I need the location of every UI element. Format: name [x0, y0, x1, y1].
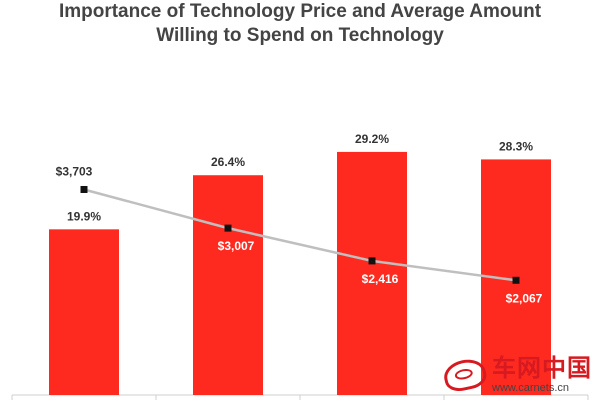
bar-data-label: 26.4%: [211, 155, 245, 169]
line-data-label: $2,416: [362, 272, 399, 286]
line-marker: [224, 224, 232, 232]
line-marker: [368, 257, 376, 265]
series-line: [83, 188, 517, 282]
bar-data-label: 19.9%: [67, 209, 101, 223]
chart-title-line-2: Willing to Spend on Technology: [156, 25, 444, 46]
bar: [193, 175, 263, 395]
watermark-brand: 车网中国: [492, 355, 592, 382]
chart-title: Importance of Technology Price and Avera…: [0, 0, 600, 48]
watermark-text: 车网中国 www.carnets.cn: [492, 355, 592, 395]
chart-title-line-1: Importance of Technology Price and Avera…: [58, 1, 542, 22]
line-marker: [80, 185, 88, 193]
line-data-label: $3,703: [56, 164, 93, 178]
bar: [337, 151, 407, 395]
car-logo-icon: [441, 355, 489, 395]
watermark: 车网中国 www.carnets.cn: [441, 355, 592, 395]
bar: [49, 229, 119, 395]
line-marker: [512, 276, 520, 284]
line-data-label: $2,067: [506, 291, 543, 305]
line-data-label: $3,007: [218, 239, 255, 253]
bar-data-label: 29.2%: [355, 132, 389, 146]
bar-data-label: 28.3%: [499, 139, 533, 153]
watermark-url: www.carnets.cn: [492, 382, 570, 394]
